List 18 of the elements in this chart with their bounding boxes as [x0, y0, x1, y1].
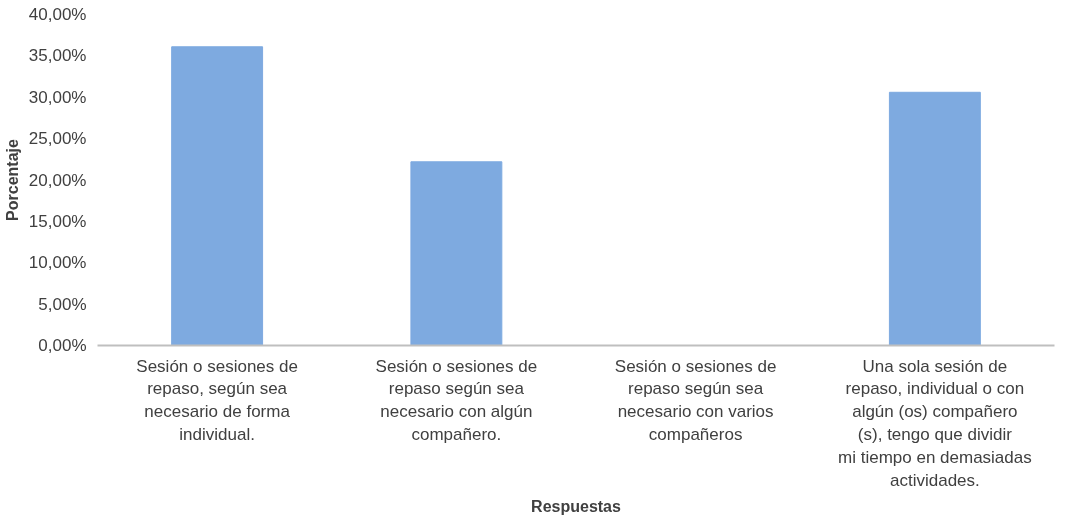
- x-tick-label: Sesión o sesiones de repaso, según sea necesario de forma individual.: [136, 356, 298, 444]
- x-tick-label: Sesión o sesiones de repaso según sea necesario con algún compañero.: [375, 356, 538, 444]
- y-tick-label: 0,00%: [38, 336, 87, 355]
- y-tick-label: 25,00%: [28, 129, 87, 149]
- bar: [888, 91, 981, 346]
- x-axis-title: Respuestas: [531, 497, 622, 515]
- y-tick-label: 30,00%: [28, 87, 87, 107]
- y-tick-label: 40,00%: [28, 5, 87, 24]
- y-tick-label: 15,00%: [28, 211, 87, 231]
- y-tick-label: 20,00%: [28, 170, 87, 190]
- bar: [171, 46, 264, 346]
- y-tick-label: 35,00%: [28, 46, 87, 66]
- bar: [410, 161, 503, 346]
- y-tick-label: 10,00%: [28, 253, 87, 273]
- y-tick-label: 5,00%: [38, 294, 87, 314]
- y-axis-title: Porcentaje: [3, 138, 21, 221]
- x-tick-label: Sesión o sesiones de repaso según sea necesario con varios compañeros: [614, 356, 777, 444]
- x-tick-label: Una sola sesión de repaso, individual o con algún (os) compañero (s), tengo que dividir mi tiempo en demasiadas actividades.: [838, 356, 1032, 490]
